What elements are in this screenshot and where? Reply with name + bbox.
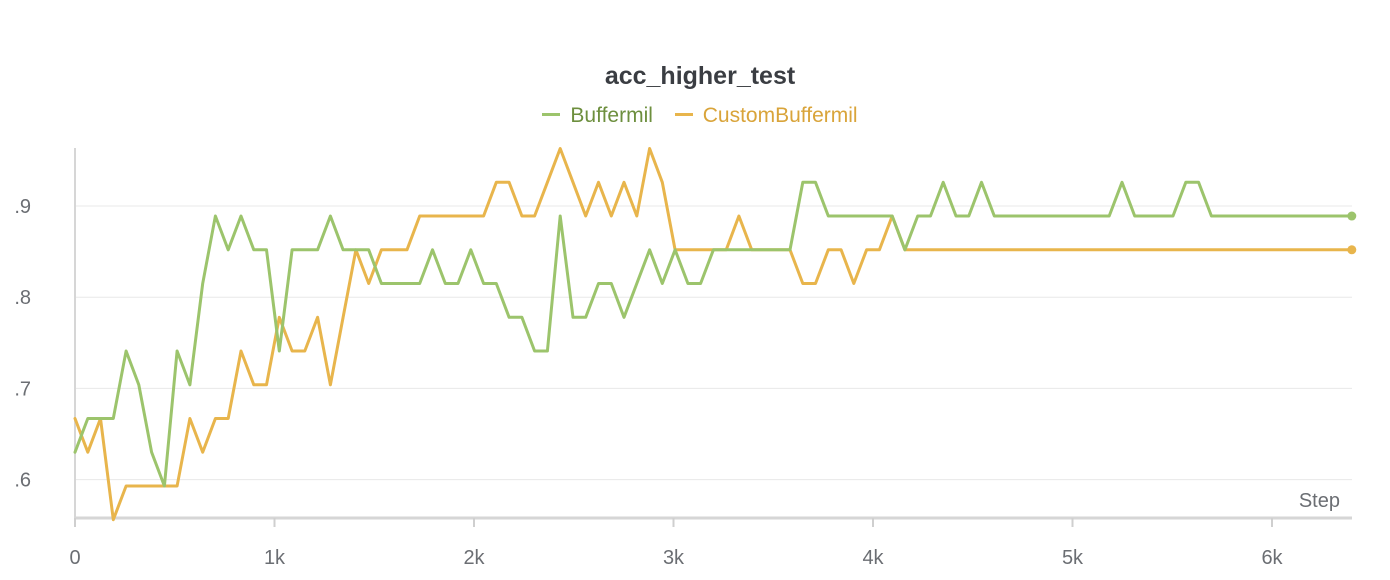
x-tick-label: 5k <box>1062 547 1084 569</box>
legend-label-custombuffermil: CustomBuffermil <box>702 104 858 127</box>
x-tick-label: 1k <box>264 547 286 569</box>
y-tick-label: .9 <box>14 196 31 218</box>
x-axis-label: Step <box>1299 490 1340 512</box>
x-tick-label: 4k <box>862 547 884 569</box>
series-end-point-buffermil <box>1347 211 1357 221</box>
y-tick-label: .6 <box>14 470 31 492</box>
series-line-custombuffermil <box>73 147 1354 522</box>
series-end-point-custombuffermil <box>1347 245 1357 255</box>
x-tick-label: 0 <box>69 547 80 569</box>
legend-label-buffermil: Buffermil <box>570 104 653 127</box>
series-line-buffermil <box>73 180 1354 488</box>
y-tick-label: .8 <box>14 287 31 309</box>
legend-item-custombuffermil[interactable]: CustomBuffermil <box>674 104 858 128</box>
legend-item-buffermil[interactable]: Buffermil <box>542 104 653 128</box>
y-tick-label: .7 <box>14 378 31 400</box>
legend-swatch-custombuffermil <box>674 112 693 116</box>
chart-title: acc_higher_test <box>604 62 796 90</box>
x-tick-label: 6k <box>1261 547 1283 569</box>
x-tick-label: 2k <box>463 547 485 569</box>
legend-swatch-buffermil <box>542 112 561 116</box>
x-tick-label: 3k <box>663 547 685 569</box>
legend: Buffermil CustomBuffermil <box>0 104 1390 128</box>
